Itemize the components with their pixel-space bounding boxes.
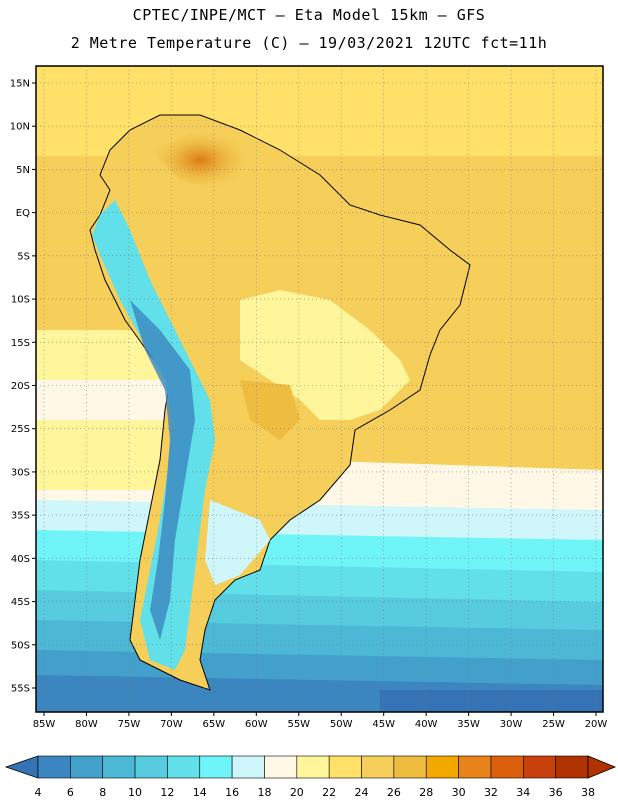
lat-label: 55S: [11, 684, 30, 695]
colorbar-cell: [199, 755, 233, 779]
colorbar-label: 30: [452, 786, 466, 799]
colorbar-label: 26: [387, 786, 401, 799]
lat-label: 5S: [17, 251, 30, 262]
lon-label: 65W: [203, 719, 226, 730]
colorbar-cell: [70, 755, 104, 779]
colorbar-cell: [296, 755, 330, 779]
lon-label: 50W: [330, 719, 353, 730]
colorbar-label: 18: [257, 786, 271, 799]
chart-title: CPTEC/INPE/MCT – Eta Model 15km – GFS: [132, 6, 486, 24]
colorbar-arrow-high: [587, 755, 617, 779]
lon-label: 40W: [415, 719, 438, 730]
lat-label: 15N: [10, 79, 30, 90]
lat-label: 10S: [11, 295, 30, 306]
lon-label: 85W: [33, 719, 56, 730]
colorbar-cell: [328, 755, 362, 779]
colorbar-arrow-low: [4, 755, 39, 779]
lon-label: 75W: [118, 719, 141, 730]
colorbar-label: 12: [160, 786, 174, 799]
venezuela-hot-area: [150, 130, 250, 190]
colorbar-cell: [522, 755, 556, 779]
chart-subtitle: 2 Metre Temperature (C) – 19/03/2021 12U…: [70, 34, 548, 52]
colorbar-cell: [361, 755, 395, 779]
lon-label: 70W: [160, 719, 183, 730]
pacific-band-22: [36, 380, 190, 420]
lat-label: 10N: [10, 122, 30, 133]
colorbar-label: 14: [193, 786, 207, 799]
colorbar-cell: [264, 755, 298, 779]
colorbar-label: 6: [67, 786, 74, 799]
colorbar-label: 10: [128, 786, 142, 799]
lon-label: 45W: [372, 719, 395, 730]
colorbar-cell: [555, 755, 589, 779]
colorbar-cell: [393, 755, 427, 779]
colorbar-cell: [37, 755, 71, 779]
colorbar-cell: [425, 755, 459, 779]
colorbar-label: 16: [225, 786, 239, 799]
colorbar-label: 8: [99, 786, 106, 799]
colorbar-cell: [102, 755, 136, 779]
lon-label: 35W: [457, 719, 480, 730]
lat-label: 25S: [11, 424, 30, 435]
colorbar-label: 4: [35, 786, 42, 799]
lon-label: 25W: [542, 719, 565, 730]
lon-label: 30W: [500, 719, 523, 730]
colorbar-cell: [167, 755, 201, 779]
lon-label: 80W: [75, 719, 98, 730]
andes-cold-band: [92, 200, 215, 670]
atlantic-band-22: [300, 460, 603, 520]
paraguay-hot-area: [240, 380, 300, 440]
longitude-labels: 85W 80W 75W 70W 65W 60W 55W 50W 45W 40W 35W 30W 25W 2…: [33, 712, 608, 730]
map-frame: [35, 65, 604, 713]
lon-label: 55W: [287, 719, 310, 730]
colorbar-cell: [458, 755, 492, 779]
colorbar-label: 20: [290, 786, 304, 799]
lat-label: 20S: [11, 381, 30, 392]
lat-label: 50S: [11, 640, 30, 651]
lon-label: 60W: [245, 719, 268, 730]
andes-high-peaks: [130, 300, 195, 640]
colorbar-label: 34: [516, 786, 530, 799]
colorbar-label: 38: [581, 786, 595, 799]
band-4: [380, 690, 603, 712]
colorbar: 4 6 8 10 12 14 16 18 20 22 24 26 28 30 32 34 36 38: [4, 755, 617, 799]
lat-label: EQ: [16, 208, 30, 219]
colorbar-label: 24: [355, 786, 369, 799]
colorbar-cell: [490, 755, 524, 779]
colorbar-label: 22: [322, 786, 336, 799]
lat-label: 15S: [11, 338, 30, 349]
colorbar-label: 36: [549, 786, 563, 799]
latitude-labels: 15N 10N 5N EQ 5S 10S 15S 20S 25S 30S 35S 40S 45S 50S 5…: [10, 79, 36, 695]
lat-label: 40S: [11, 554, 30, 565]
lat-label: 30S: [11, 467, 30, 478]
colorbar-cell: [231, 755, 265, 779]
colorbar-label: 28: [419, 786, 433, 799]
graticule: [36, 66, 603, 712]
lat-label: 5N: [16, 165, 30, 176]
lat-label: 35S: [11, 511, 30, 522]
colorbar-label: 32: [484, 786, 498, 799]
lon-label: 20W: [585, 719, 608, 730]
lat-label: 45S: [11, 597, 30, 608]
patagonia-cool-area: [205, 500, 270, 585]
temperature-field: [36, 66, 603, 712]
colorbar-cell: [134, 755, 168, 779]
